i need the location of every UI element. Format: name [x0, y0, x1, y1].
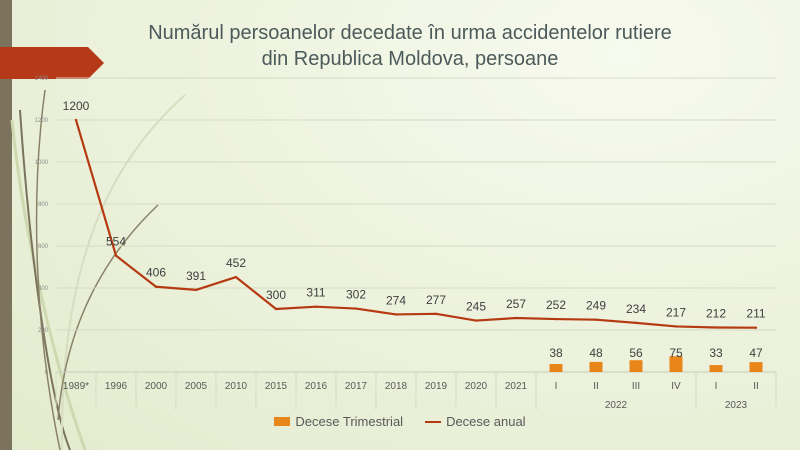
- legend-label-trimestrial: Decese Trimestrial: [295, 414, 404, 429]
- x-tick-label: I: [715, 381, 718, 392]
- x-tick-label: 2019: [425, 381, 448, 392]
- y-tick-label: 200: [38, 328, 49, 334]
- line-point: [474, 319, 478, 322]
- bar-trimestrial: [669, 356, 683, 372]
- x-tick-label: 2021: [505, 381, 528, 392]
- line-data-label: 245: [466, 300, 486, 314]
- line-data-label: 554: [106, 235, 126, 249]
- x-tick-label: II: [593, 381, 599, 392]
- line-data-label: 234: [626, 302, 646, 316]
- x-group-label: 2022: [605, 400, 628, 411]
- line-point: [354, 307, 358, 310]
- x-tick-label: I: [555, 381, 558, 392]
- line-data-label: 391: [186, 269, 206, 283]
- legend-bar-swatch: [274, 417, 291, 426]
- line-data-label: 1200: [63, 99, 90, 113]
- line-data-label: 252: [546, 298, 566, 312]
- bar-data-label: 48: [589, 346, 603, 360]
- line-point: [154, 285, 158, 288]
- line-point: [634, 321, 638, 325]
- line-decese-anual: [74, 119, 757, 329]
- line-point: [314, 305, 318, 308]
- bar-trimestrial: [629, 360, 643, 372]
- x-tick-label: 2016: [305, 381, 328, 392]
- bar-trimestrial: [709, 365, 723, 372]
- x-tick-label: III: [632, 381, 640, 392]
- line-point: [514, 316, 518, 320]
- line-data-label: 211: [746, 307, 765, 321]
- y-tick-label: 1200: [35, 118, 49, 124]
- bar-data-label: 38: [549, 346, 563, 360]
- line-data-label: 300: [266, 288, 286, 302]
- x-tick-label: 2017: [345, 381, 368, 392]
- x-tick-label: 1989*: [63, 381, 89, 392]
- title-arrow-banner: [0, 47, 104, 79]
- y-tick-label: 400: [38, 286, 49, 292]
- x-tick-label: II: [753, 381, 759, 392]
- x-group-label: 2023: [725, 400, 748, 411]
- line-data-label: 212: [706, 306, 726, 320]
- y-tick-label: 1400: [35, 76, 49, 82]
- line-point: [394, 313, 398, 316]
- legend-item-trimestrial: Decese Trimestrial: [274, 414, 403, 429]
- line-point: [114, 254, 118, 257]
- title-line-1: Numărul persoanelor decedate în urma acc…: [148, 22, 672, 44]
- x-tick-label: 1996: [105, 381, 128, 392]
- bar-trimestrial: [749, 362, 763, 372]
- x-tick-label: IV: [671, 381, 681, 392]
- chart-legend: Decese Trimestrial Decese anual: [0, 414, 800, 429]
- line-data-label: 302: [346, 288, 366, 302]
- line-data-label: 257: [506, 297, 526, 311]
- left-accent-bar: [0, 0, 12, 450]
- line-point: [194, 288, 198, 292]
- chart-title: Numărul persoanelor decedate în urma acc…: [110, 20, 710, 72]
- bar-data-label: 75: [669, 346, 683, 360]
- x-tick-label: 2018: [385, 381, 408, 392]
- line-data-label: 249: [586, 299, 606, 313]
- line-point: [554, 317, 558, 321]
- legend-line-swatch: [425, 420, 442, 423]
- line-data-label: 452: [226, 256, 246, 270]
- line-data-label: 277: [426, 293, 446, 307]
- bar-data-label: 33: [709, 346, 723, 360]
- line-point: [714, 326, 718, 329]
- line-point: [754, 326, 758, 329]
- y-tick-label: 1000: [35, 160, 49, 166]
- line-point: [74, 118, 78, 122]
- title-line-2: din Republica Moldova, persoane: [261, 48, 559, 70]
- bar-data-label: 56: [629, 346, 643, 360]
- x-tick-label: 2020: [465, 381, 488, 392]
- bar-trimestrial: [589, 361, 603, 372]
- line-point: [434, 312, 438, 316]
- bar-data-label: 47: [749, 346, 763, 360]
- line-data-label: 311: [306, 286, 325, 300]
- bar-trimestrial: [549, 364, 563, 372]
- x-tick-label: 2000: [145, 381, 168, 392]
- legend-item-anual: Decese anual: [425, 414, 526, 429]
- line-point: [674, 325, 678, 328]
- line-data-label: 406: [146, 266, 166, 280]
- legend-label-anual: Decese anual: [446, 414, 526, 429]
- line-data-label: 274: [386, 293, 406, 307]
- y-tick-label: 600: [38, 244, 49, 250]
- y-tick-label: 0: [45, 370, 49, 376]
- y-tick-label: 800: [38, 202, 49, 208]
- line-point: [274, 307, 278, 311]
- line-point: [594, 318, 598, 321]
- line-point: [234, 275, 238, 279]
- x-tick-label: 2015: [265, 381, 288, 392]
- x-tick-label: 2005: [185, 381, 208, 392]
- x-tick-label: 2010: [225, 381, 248, 392]
- line-data-label: 217: [666, 305, 686, 319]
